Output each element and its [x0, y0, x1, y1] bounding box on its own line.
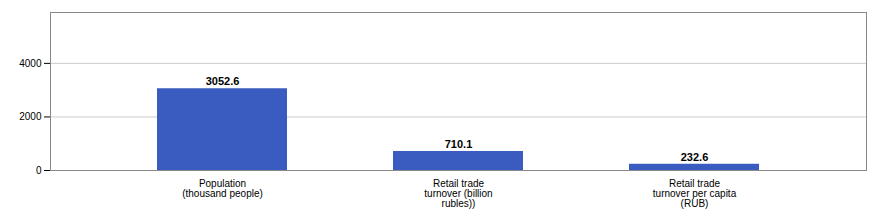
svg-text:Population(thousand people): Population(thousand people) [182, 178, 263, 199]
svg-text:232.6: 232.6 [681, 151, 709, 163]
svg-text:Retail tradeturnover per capit: Retail tradeturnover per capita(RUB) [653, 178, 737, 209]
svg-text:4000: 4000 [19, 58, 42, 69]
svg-text:0: 0 [36, 165, 42, 176]
svg-text:3052.6: 3052.6 [206, 75, 240, 87]
svg-text:710.1: 710.1 [445, 138, 473, 150]
svg-text:2000: 2000 [19, 111, 42, 122]
svg-text:Retail tradeturnover (billionr: Retail tradeturnover (billionrubles)) [424, 178, 492, 209]
